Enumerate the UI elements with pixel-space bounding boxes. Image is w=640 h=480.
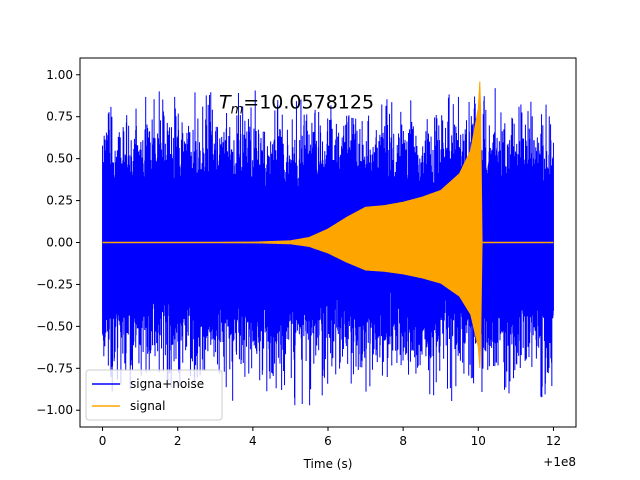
y-tick-label: 0.50 — [46, 152, 73, 166]
y-tick-label: −0.75 — [36, 361, 73, 375]
x-tick-label: 10 — [471, 434, 486, 448]
y-tick-label: −1.00 — [36, 403, 73, 417]
annotation-value: =10.0578125 — [243, 91, 374, 113]
x-tick-label: 4 — [249, 434, 257, 448]
y-tick-label: 0.75 — [46, 110, 73, 124]
legend-label-signal-noise: signa+noise — [130, 377, 204, 391]
x-axis: 0 2 4 6 8 10 12 — [99, 427, 561, 448]
chart-annotation: Tm=10.0578125 — [219, 91, 374, 117]
y-tick-label: 0.00 — [46, 236, 73, 250]
x-tick-label: 8 — [399, 434, 407, 448]
y-tick-label: −0.25 — [36, 277, 73, 291]
y-tick-label: 0.25 — [46, 194, 73, 208]
x-tick-label: 12 — [546, 434, 561, 448]
plot-area — [102, 81, 554, 406]
y-axis: 1.00 0.75 0.50 0.25 0.00 −0.25 −0.50 −0.75 −1.00 — [36, 68, 80, 417]
y-tick-label: 1.00 — [46, 68, 73, 82]
x-tick-label: 6 — [324, 434, 332, 448]
legend: signa+noise signal — [85, 369, 223, 421]
annotation-symbol: T — [219, 91, 232, 113]
legend-box — [85, 369, 223, 421]
x-tick-label: 0 — [99, 434, 107, 448]
annotation-subscript: m — [231, 102, 244, 117]
y-tick-label: −0.50 — [36, 319, 73, 333]
x-axis-label: Time (s) — [303, 457, 353, 471]
x-offset-label: +1e8 — [543, 455, 576, 469]
x-tick-label: 2 — [174, 434, 182, 448]
legend-label-signal: signal — [130, 399, 166, 413]
